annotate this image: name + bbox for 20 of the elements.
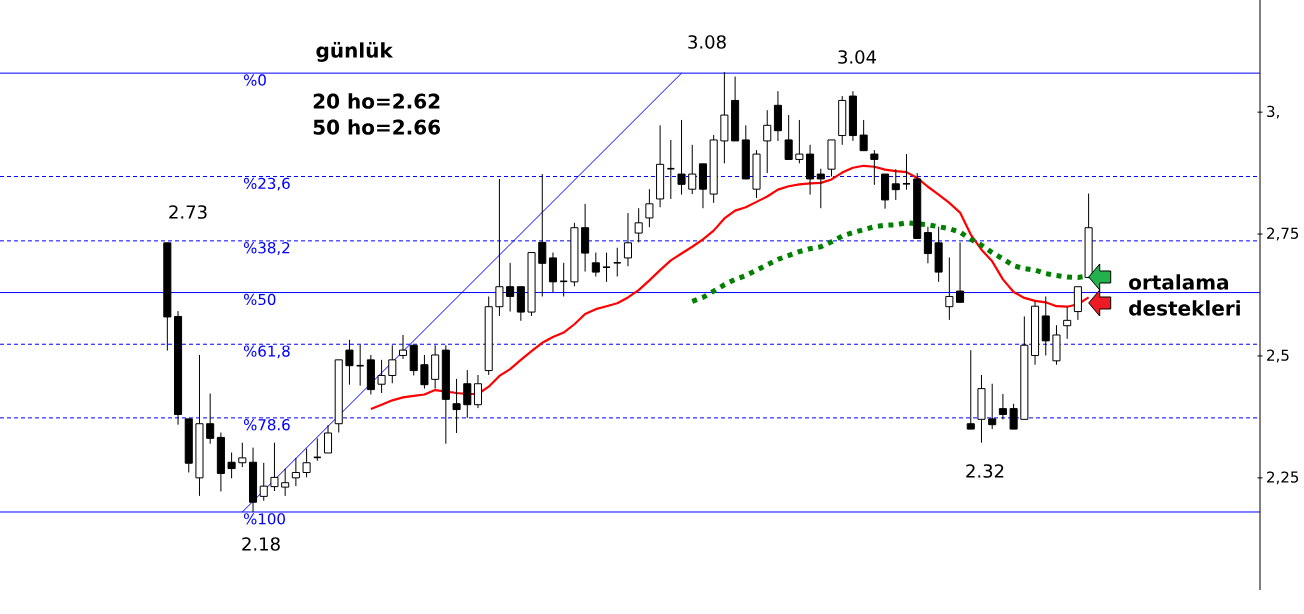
annotation: %50: [243, 293, 276, 306]
annotation: %78.6: [243, 419, 290, 431]
annotation: 3.08: [688, 35, 726, 49]
text: ortalama destekleri: [1129, 274, 1240, 316]
annotation: %38,2: [243, 242, 290, 255]
annotation: 3.04: [838, 50, 877, 64]
annotation: 2.73: [169, 205, 207, 219]
annotation: %23,6: [243, 177, 290, 191]
annotation: 2.32: [966, 464, 1004, 478]
annotation: 2.18: [242, 537, 280, 551]
y-tick-label: 2,5: [1267, 349, 1289, 363]
y-tick-label: 2,75: [1267, 227, 1299, 241]
y-tick-label: 3,: [1267, 105, 1279, 119]
text: günlük: [316, 42, 394, 62]
annotation: 50 ho=2.66: [313, 119, 441, 135]
annotation: 20 ho=2.62: [313, 93, 440, 109]
y-tick-label: 2,25: [1267, 471, 1299, 485]
annotation: %61,8: [243, 345, 290, 359]
annotation: %0: [243, 74, 266, 86]
annotation: %100: [243, 513, 285, 525]
